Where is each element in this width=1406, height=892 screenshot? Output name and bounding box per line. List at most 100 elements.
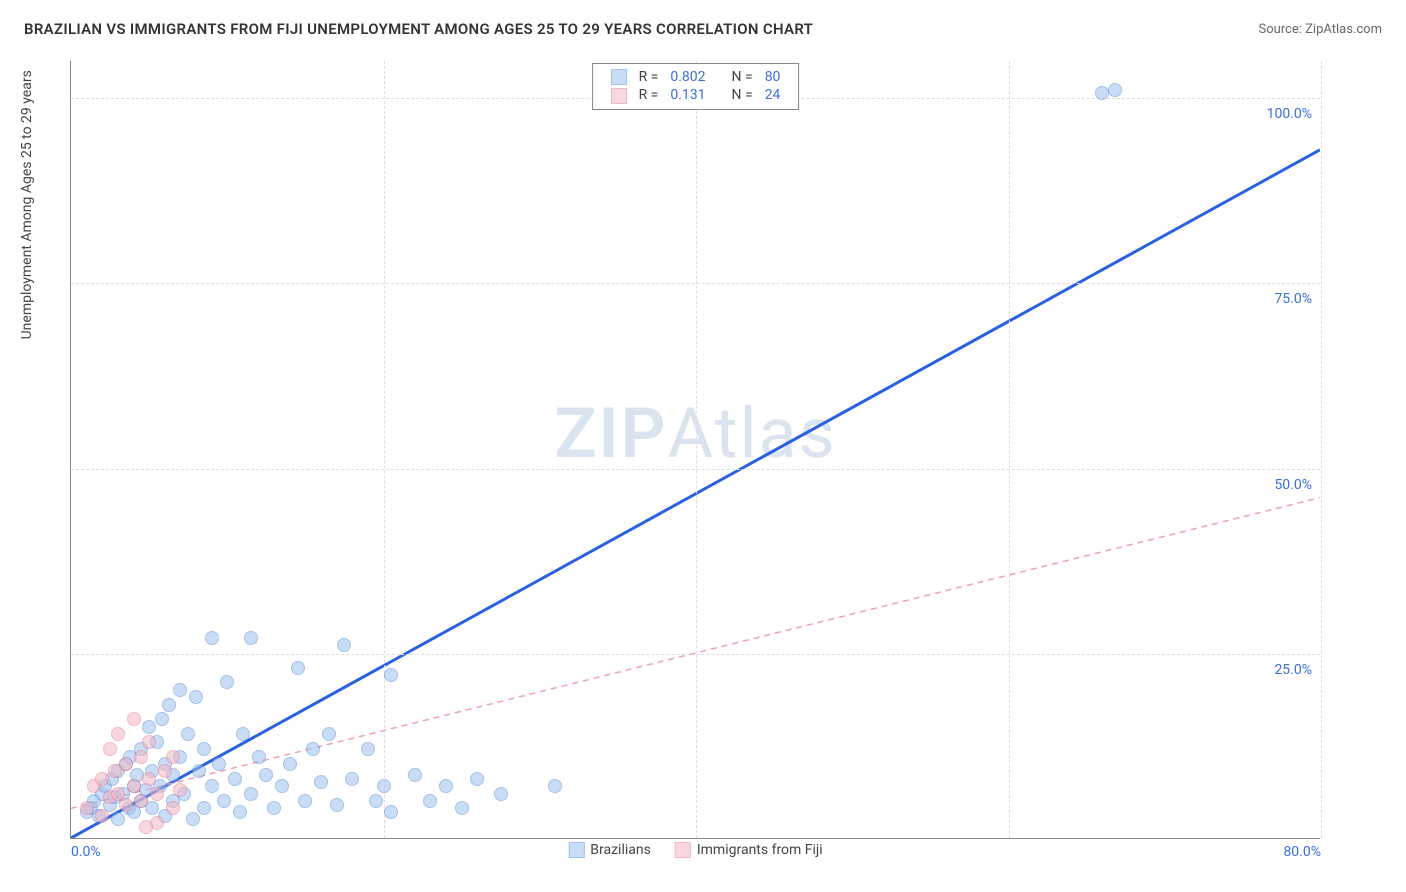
- scatter-point: [314, 775, 328, 789]
- scatter-point: [119, 798, 133, 812]
- gridline-v: [696, 61, 697, 838]
- scatter-point: [322, 727, 336, 741]
- scatter-point: [212, 757, 226, 771]
- y-tick-label: 50.0%: [1274, 477, 1312, 493]
- scatter-point: [306, 742, 320, 756]
- scatter-point: [111, 812, 125, 826]
- scatter-point: [548, 779, 562, 793]
- scatter-point: [155, 712, 169, 726]
- scatter-point: [173, 683, 187, 697]
- scatter-point: [217, 794, 231, 808]
- scatter-point: [494, 787, 508, 801]
- scatter-point: [439, 779, 453, 793]
- legend-r-value: 0.802: [664, 68, 711, 86]
- scatter-point: [158, 764, 172, 778]
- legend-series-label: Brazilians: [590, 842, 651, 858]
- scatter-point: [330, 798, 344, 812]
- series-legend: Brazilians Immigrants from Fiji: [568, 842, 822, 858]
- chart-area: Unemployment Among Ages 25 to 29 years Z…: [24, 56, 1382, 876]
- legend-series-label: Immigrants from Fiji: [697, 842, 823, 858]
- scatter-point: [384, 668, 398, 682]
- scatter-point: [1108, 83, 1122, 97]
- scatter-point: [80, 801, 94, 815]
- scatter-point: [233, 805, 247, 819]
- legend-swatch: [611, 69, 627, 85]
- legend-n-value: 24: [759, 86, 787, 104]
- scatter-point: [150, 787, 164, 801]
- gridline-v: [1009, 61, 1010, 838]
- scatter-point: [470, 772, 484, 786]
- source-label: Source: ZipAtlas.com: [1258, 22, 1382, 37]
- scatter-point: [377, 779, 391, 793]
- scatter-point: [298, 794, 312, 808]
- x-tick-label: 0.0%: [71, 844, 101, 860]
- scatter-point: [337, 638, 351, 652]
- legend-swatch: [568, 842, 584, 858]
- legend-n-value: 80: [759, 68, 787, 86]
- scatter-point: [181, 727, 195, 741]
- scatter-point: [95, 772, 109, 786]
- scatter-point: [142, 772, 156, 786]
- scatter-point: [244, 787, 258, 801]
- scatter-point: [134, 794, 148, 808]
- scatter-point: [369, 794, 383, 808]
- legend-n-label: N =: [726, 86, 759, 104]
- scatter-point: [275, 779, 289, 793]
- scatter-point: [205, 779, 219, 793]
- scatter-point: [455, 801, 469, 815]
- legend-item: Immigrants from Fiji: [675, 842, 823, 858]
- scatter-point: [267, 801, 281, 815]
- scatter-point: [127, 712, 141, 726]
- scatter-point: [189, 690, 203, 704]
- scatter-point: [423, 794, 437, 808]
- chart-title: BRAZILIAN VS IMMIGRANTS FROM FIJI UNEMPL…: [24, 20, 813, 38]
- scatter-point: [142, 720, 156, 734]
- y-tick-label: 25.0%: [1274, 662, 1312, 678]
- watermark-zip: ZIP: [554, 393, 667, 475]
- scatter-point: [95, 809, 109, 823]
- scatter-point: [111, 727, 125, 741]
- scatter-point: [220, 675, 234, 689]
- y-axis-label: Unemployment Among Ages 25 to 29 years: [19, 70, 35, 339]
- scatter-point: [197, 742, 211, 756]
- scatter-point: [103, 742, 117, 756]
- correlation-legend: R =0.802 N =80 R =0.131 N =24: [592, 63, 800, 110]
- scatter-point: [186, 812, 200, 826]
- scatter-point: [142, 735, 156, 749]
- scatter-point: [361, 742, 375, 756]
- scatter-point: [197, 801, 211, 815]
- legend-item: Brazilians: [568, 842, 651, 858]
- scatter-point: [236, 727, 250, 741]
- x-tick-label: 80.0%: [1283, 844, 1321, 860]
- legend-swatch: [611, 88, 627, 104]
- scatter-point: [244, 631, 258, 645]
- legend-n-label: N =: [726, 68, 759, 86]
- scatter-point: [384, 805, 398, 819]
- y-tick-label: 100.0%: [1267, 106, 1312, 122]
- scatter-point: [166, 801, 180, 815]
- gridline-v: [1321, 61, 1322, 838]
- scatter-point: [119, 757, 133, 771]
- scatter-point: [259, 768, 273, 782]
- scatter-point: [283, 757, 297, 771]
- scatter-point: [291, 661, 305, 675]
- legend-r-label: R =: [633, 68, 665, 86]
- scatter-point: [166, 750, 180, 764]
- scatter-point: [345, 772, 359, 786]
- scatter-point: [192, 764, 206, 778]
- scatter-point: [252, 750, 266, 764]
- legend-r-value: 0.131: [664, 86, 711, 104]
- watermark-atlas: Atlas: [668, 393, 837, 475]
- gridline-v: [384, 61, 385, 838]
- legend-r-label: R =: [633, 86, 665, 104]
- legend-swatch: [675, 842, 691, 858]
- scatter-point: [134, 750, 148, 764]
- scatter-point: [228, 772, 242, 786]
- scatter-point: [205, 631, 219, 645]
- scatter-point: [139, 820, 153, 834]
- scatter-point: [162, 698, 176, 712]
- scatter-point: [127, 779, 141, 793]
- scatter-point: [408, 768, 422, 782]
- scatter-point: [173, 783, 187, 797]
- y-tick-label: 75.0%: [1274, 291, 1312, 307]
